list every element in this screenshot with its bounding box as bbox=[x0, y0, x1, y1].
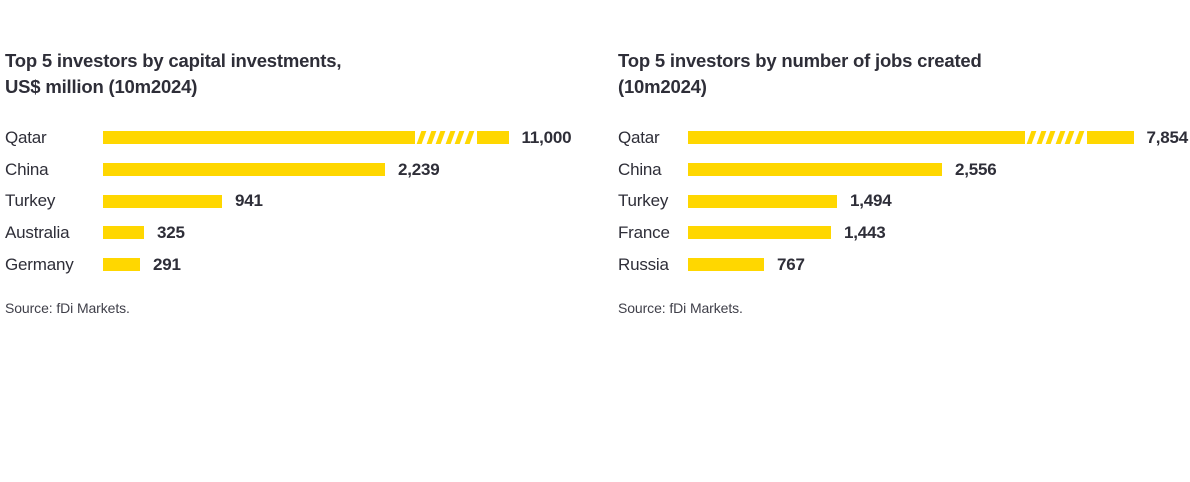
category-label: China bbox=[618, 159, 662, 179]
axis-break-stripe bbox=[1026, 131, 1037, 145]
bar-segment-solid bbox=[688, 194, 837, 208]
bar-row: Qatar 11,000 bbox=[5, 122, 595, 154]
chart-capital-investments: Top 5 investors by capital investments, … bbox=[5, 48, 595, 316]
bar-segment-solid bbox=[103, 258, 140, 272]
axis-break-stripe bbox=[445, 131, 455, 145]
chart-title-line-1: Top 5 investors by capital investments, bbox=[5, 50, 342, 71]
bar-row: France 1,443 bbox=[618, 217, 1188, 249]
value-label: 1,494 bbox=[850, 191, 892, 211]
category-label: France bbox=[618, 222, 670, 242]
bar-segment-solid bbox=[103, 131, 415, 145]
bar-segment-cap bbox=[1086, 131, 1134, 145]
category-label: Turkey bbox=[5, 191, 56, 211]
bar-rows: Qatar 7,854 China 2,556 Turkey 1,494 France 1,4… bbox=[618, 122, 1188, 280]
bar bbox=[103, 258, 140, 272]
bar-row: Germany 291 bbox=[5, 249, 595, 281]
bar bbox=[103, 131, 509, 145]
category-label: Germany bbox=[5, 254, 74, 274]
value-label: 2,556 bbox=[955, 159, 997, 179]
bar-rows: Qatar 11,000 China 2,239 Turkey 941 Australia 3… bbox=[5, 122, 595, 280]
axis-break-stripes bbox=[416, 131, 474, 145]
bar-segment-solid bbox=[688, 258, 764, 272]
axis-break-stripe bbox=[416, 131, 427, 145]
source-note: Source: fDi Markets. bbox=[618, 300, 743, 316]
axis-break-stripe bbox=[426, 131, 436, 145]
category-label: Qatar bbox=[5, 127, 47, 147]
chart-title: Top 5 investors by capital investments, … bbox=[5, 48, 595, 100]
value-label: 1,443 bbox=[844, 222, 886, 242]
bar-segment-cap bbox=[476, 131, 509, 145]
bar bbox=[688, 258, 764, 272]
bar bbox=[688, 163, 942, 177]
category-label: Turkey bbox=[618, 191, 669, 211]
bar bbox=[688, 131, 1134, 145]
bar-row: Qatar 7,854 bbox=[618, 122, 1188, 154]
bar-row: Turkey 941 bbox=[5, 185, 595, 217]
chart-title: Top 5 investors by number of jobs create… bbox=[618, 48, 1188, 100]
axis-break-stripe bbox=[435, 131, 446, 145]
bar bbox=[103, 226, 144, 240]
bar bbox=[688, 226, 831, 240]
chart-jobs-created: Top 5 investors by number of jobs create… bbox=[618, 48, 1188, 316]
value-label: 767 bbox=[777, 254, 805, 274]
axis-break-stripes bbox=[1026, 131, 1084, 145]
axis-break-stripe bbox=[464, 131, 474, 145]
category-label: Qatar bbox=[618, 127, 660, 147]
bar bbox=[688, 194, 837, 208]
bar-segment-solid bbox=[688, 163, 942, 177]
bar-row: Russia 767 bbox=[618, 249, 1188, 281]
category-label: Russia bbox=[618, 254, 669, 274]
axis-break-stripe bbox=[1045, 131, 1056, 145]
bar-segment-solid bbox=[688, 131, 1025, 145]
chart-title-line-1: Top 5 investors by number of jobs create… bbox=[618, 50, 982, 71]
value-label: 941 bbox=[235, 191, 263, 211]
bar bbox=[103, 194, 222, 208]
value-label: 11,000 bbox=[521, 127, 572, 147]
value-label: 291 bbox=[153, 254, 181, 274]
axis-break-stripe bbox=[1074, 131, 1084, 145]
bar-row: China 2,239 bbox=[5, 154, 595, 186]
bar-row: Turkey 1,494 bbox=[618, 185, 1188, 217]
bar-segment-solid bbox=[103, 194, 222, 208]
bar-segment-solid bbox=[103, 163, 385, 177]
chart-title-line-2: US$ million (10m2024) bbox=[5, 76, 198, 97]
bar bbox=[103, 163, 385, 177]
bar-row: China 2,556 bbox=[618, 154, 1188, 186]
category-label: China bbox=[5, 159, 49, 179]
source-note: Source: fDi Markets. bbox=[5, 300, 130, 316]
bar-segment-solid bbox=[688, 226, 831, 240]
axis-break-stripe bbox=[1064, 131, 1075, 145]
value-label: 7,854 bbox=[1146, 127, 1189, 147]
chart-title-line-2: (10m2024) bbox=[618, 76, 707, 97]
category-label: Australia bbox=[5, 222, 70, 242]
axis-break-stripe bbox=[1036, 131, 1046, 145]
value-label: 325 bbox=[157, 222, 185, 242]
bar-row: Australia 325 bbox=[5, 217, 595, 249]
axis-break-stripe bbox=[454, 131, 465, 145]
bar-segment-solid bbox=[103, 226, 144, 240]
axis-break-stripe bbox=[1055, 131, 1065, 145]
value-label: 2,239 bbox=[398, 159, 440, 179]
